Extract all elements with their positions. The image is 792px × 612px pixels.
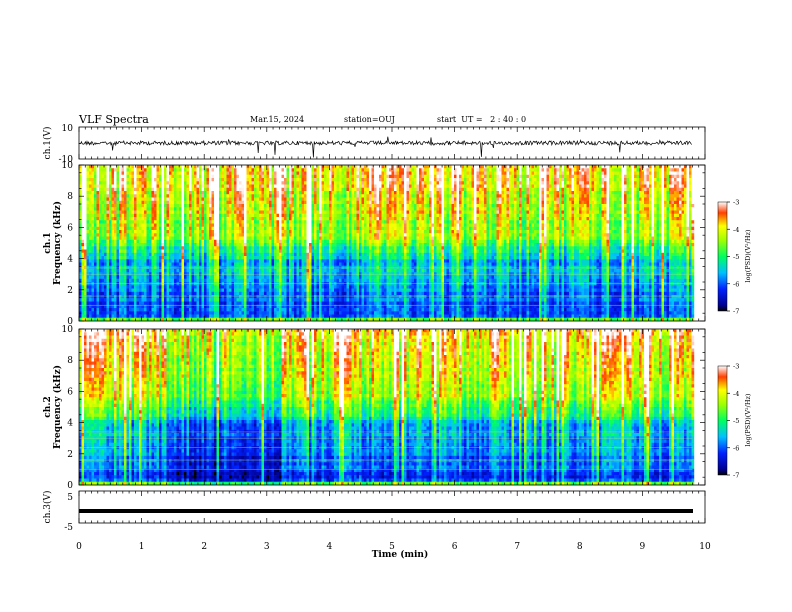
- ch2-spectrogram-xticks: [78, 329, 706, 485]
- frequency-tick-label: 2: [67, 450, 73, 460]
- ch1-colorbar: -3 -4 -5 -6 -7 log(PSD)(V²/Hz): [717, 199, 752, 316]
- date-label: Mar.15, 2024: [250, 115, 304, 124]
- ch3-ytick-top: 5: [67, 493, 73, 503]
- colorbar-tick-label: -4: [733, 226, 739, 234]
- time-tick-label: 1: [139, 542, 145, 552]
- ch3-waveform-ylabel: ch.3(V): [42, 491, 53, 524]
- colorbar-tick-label: -6: [733, 280, 739, 288]
- frequency-tick-label: 10: [62, 325, 74, 335]
- colorbar-tick-label: -5: [733, 417, 739, 425]
- time-tick-label: 4: [327, 542, 333, 552]
- time-axis-label: Time (min): [372, 549, 429, 560]
- ch1-waveform-panel: 10 -10 ch.1(V): [42, 124, 706, 165]
- ch2-spectrogram-image: [79, 329, 695, 486]
- time-tick-label: 9: [640, 542, 646, 552]
- time-tick-label: 8: [577, 542, 583, 552]
- frequency-tick-label: 4: [67, 255, 73, 265]
- frequency-tick-label: 0: [67, 481, 73, 491]
- station-label: station=OUJ: [344, 115, 395, 124]
- time-tick-label: 3: [264, 542, 270, 552]
- ch2-spectrogram-panel: 0 2 4 6 8 10 ch.2 Frequency (kHz): [43, 325, 706, 491]
- ch1-spectrogram-ylabel-frequency: Frequency (kHz): [52, 201, 63, 285]
- ch3-waveform-xticks: [78, 491, 706, 523]
- frequency-tick-label: 0: [67, 317, 73, 327]
- time-tick-label: 2: [201, 542, 207, 552]
- ch1-waveform-ylabel: ch.1(V): [42, 127, 53, 160]
- frequency-tick-label: 8: [67, 192, 73, 202]
- ch1-spectrogram-xticks: [78, 165, 706, 321]
- colorbar-tick-label: -3: [733, 363, 739, 371]
- frequency-tick-label: 8: [67, 356, 73, 366]
- frequency-tick-label: 4: [67, 419, 73, 429]
- ch2-colorbar-gradient: [717, 365, 728, 476]
- frequency-tick-label: 6: [67, 223, 73, 233]
- ch2-spectrogram-yticks: 0 2 4 6 8 10: [62, 325, 705, 491]
- ch2-spectrogram-ylabel-frequency: Frequency (kHz): [52, 365, 63, 449]
- time-tick-label: 0: [76, 542, 82, 552]
- colorbar-tick-label: -3: [733, 199, 739, 207]
- time-axis-ticklabels: 0 1 2 3 4 5 6 7 8 9 10: [76, 542, 711, 552]
- time-tick-label: 10: [699, 542, 711, 552]
- ch1-spectrogram-yticks: 0 2 4 6 8 10: [62, 161, 705, 327]
- ch1-waveform-trace: [78, 136, 693, 158]
- time-tick-label: 7: [514, 542, 520, 552]
- ch2-colorbar-label: log(PSD)(V²/Hz): [744, 393, 752, 446]
- ch1-colorbar-gradient: [717, 201, 728, 312]
- frequency-tick-label: 10: [62, 161, 74, 171]
- ch1-waveform-ticks: [78, 127, 706, 159]
- ch3-ytick-bottom: -5: [64, 523, 73, 533]
- colorbar-tick-label: -5: [733, 253, 739, 261]
- ch1-spectrogram-image: [79, 165, 695, 322]
- ch2-colorbar-ticks: -3 -4 -5 -6 -7: [727, 363, 739, 480]
- ch3-waveform-trace: [79, 509, 693, 513]
- colorbar-tick-label: -6: [733, 444, 739, 452]
- ch1-colorbar-ticks: -3 -4 -5 -6 -7: [727, 199, 739, 316]
- ch3-waveform-panel: 5 -5 ch.3(V): [42, 491, 706, 533]
- figure-title: VLF Spectra: [78, 113, 149, 126]
- ch1-colorbar-label: log(PSD)(V²/Hz): [744, 229, 752, 282]
- ch2-colorbar: -3 -4 -5 -6 -7 log(PSD)(V²/Hz): [717, 363, 752, 480]
- time-tick-label: 6: [452, 542, 458, 552]
- time-tick-label: 5: [389, 542, 395, 552]
- ch1-ytick-top: 10: [62, 124, 74, 134]
- ch1-spectrogram-panel: 0 2 4 6 8 10 ch.1 Frequency (kHz): [43, 161, 706, 327]
- frequency-tick-label: 6: [67, 387, 73, 397]
- colorbar-tick-label: -7: [733, 472, 739, 480]
- ch1-spectrogram-ylabel-channel: ch.1: [43, 232, 53, 253]
- ch2-spectrogram-ylabel-channel: ch.2: [43, 396, 53, 417]
- frequency-tick-label: 2: [67, 286, 73, 296]
- start-time-label: start UT = 2 : 40 : 0: [437, 115, 526, 124]
- colorbar-tick-label: -7: [733, 308, 739, 316]
- colorbar-tick-label: -4: [733, 390, 739, 398]
- ch1-ytick-bottom: -10: [59, 155, 74, 165]
